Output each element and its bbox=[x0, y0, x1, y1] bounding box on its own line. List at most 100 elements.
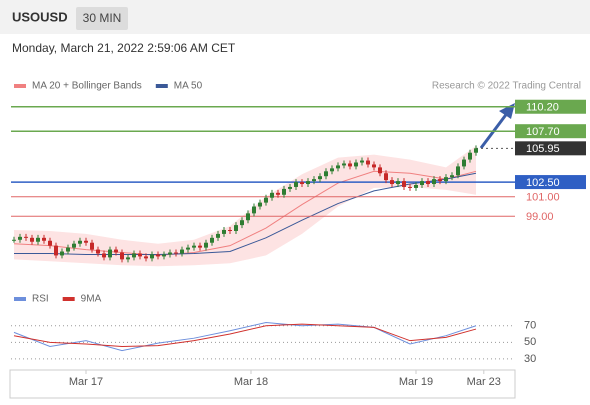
candle bbox=[276, 192, 280, 195]
candle bbox=[90, 242, 94, 250]
candle bbox=[174, 252, 178, 254]
level-label: 99.00 bbox=[526, 211, 554, 223]
legend-swatch bbox=[14, 84, 26, 88]
legend-swatch bbox=[62, 297, 75, 301]
interval[interactable]: 30 MIN bbox=[83, 11, 122, 25]
candle bbox=[102, 253, 106, 258]
candle bbox=[72, 243, 76, 248]
candle bbox=[36, 237, 40, 242]
interval-button[interactable] bbox=[76, 7, 128, 30]
candle bbox=[186, 247, 190, 250]
x-tick-label: Mar 18 bbox=[234, 376, 268, 388]
candle bbox=[384, 173, 388, 181]
candle bbox=[48, 240, 52, 246]
candle bbox=[258, 202, 262, 207]
datetime: Monday, March 21, 2022 2:59:06 AM CET bbox=[12, 41, 236, 55]
y-tick-label: 30 bbox=[524, 353, 536, 365]
candle bbox=[210, 237, 214, 243]
x-tick-label: Mar 17 bbox=[69, 376, 103, 388]
candle bbox=[24, 236, 28, 238]
candle bbox=[288, 186, 292, 189]
candle bbox=[300, 182, 304, 185]
candle bbox=[354, 162, 358, 167]
candle bbox=[426, 181, 430, 185]
x-axis-frame bbox=[9, 369, 516, 399]
candle bbox=[30, 237, 34, 242]
candle bbox=[84, 240, 88, 243]
candle bbox=[120, 252, 124, 260]
candle bbox=[330, 168, 334, 172]
candle bbox=[126, 257, 130, 260]
legend-label: MA 50 bbox=[174, 81, 203, 92]
candle bbox=[456, 166, 460, 176]
candle bbox=[312, 179, 316, 182]
candle bbox=[438, 179, 442, 182]
candle bbox=[264, 197, 268, 203]
candle bbox=[78, 240, 82, 244]
candle bbox=[432, 179, 436, 185]
legend-swatch bbox=[14, 297, 26, 301]
candle bbox=[378, 167, 382, 174]
candle bbox=[150, 254, 154, 259]
candle bbox=[42, 237, 46, 241]
candle bbox=[168, 252, 172, 255]
level-label: 102.50 bbox=[526, 177, 560, 189]
candle bbox=[366, 160, 370, 165]
candle bbox=[420, 181, 424, 185]
candle bbox=[306, 181, 310, 185]
candle bbox=[444, 177, 448, 182]
level-label: 105.95 bbox=[526, 143, 560, 155]
candle bbox=[162, 254, 166, 257]
candle bbox=[372, 164, 376, 168]
candle bbox=[114, 249, 118, 253]
candle bbox=[348, 163, 352, 167]
level-box bbox=[515, 124, 586, 139]
level-label: 110.20 bbox=[526, 102, 559, 114]
legend-label: MA 20 + Bollinger Bands bbox=[32, 81, 142, 92]
candle bbox=[66, 247, 70, 252]
candle bbox=[318, 176, 322, 180]
arrow-head bbox=[499, 103, 515, 119]
candle bbox=[474, 148, 478, 153]
candle bbox=[204, 242, 208, 248]
level-box bbox=[515, 141, 586, 156]
x-tick-label: Mar 23 bbox=[467, 376, 501, 388]
candle bbox=[132, 253, 136, 258]
candle bbox=[156, 254, 160, 257]
candle bbox=[12, 239, 16, 241]
indicator-line bbox=[13, 321, 477, 352]
legend-label: 9MA bbox=[81, 294, 102, 305]
candle bbox=[144, 256, 148, 259]
level-box bbox=[515, 175, 586, 190]
candle bbox=[228, 230, 232, 231]
candle bbox=[468, 152, 472, 160]
level-box bbox=[515, 99, 586, 114]
candle bbox=[336, 165, 340, 169]
candle bbox=[270, 192, 274, 198]
candle bbox=[108, 249, 112, 258]
candle bbox=[198, 245, 202, 248]
candle bbox=[324, 171, 328, 177]
candle bbox=[450, 175, 454, 178]
candle bbox=[96, 249, 100, 254]
indicator-line bbox=[13, 323, 477, 347]
candle bbox=[138, 253, 142, 257]
candle bbox=[462, 159, 466, 167]
candle bbox=[414, 185, 418, 188]
y-tick-label: 70 bbox=[524, 320, 536, 332]
candle bbox=[252, 206, 256, 214]
legend-swatch bbox=[155, 84, 168, 88]
bollinger-band bbox=[14, 145, 476, 267]
candle bbox=[54, 245, 58, 256]
candle bbox=[282, 188, 286, 195]
candle bbox=[222, 230, 226, 234]
credit: Research © 2022 Trading Central bbox=[432, 81, 581, 92]
level-label: 101.00 bbox=[526, 192, 560, 204]
legend-label: RSI bbox=[32, 294, 49, 305]
y-tick-label: 50 bbox=[524, 336, 536, 348]
candle bbox=[402, 181, 406, 187]
candle bbox=[246, 213, 250, 221]
candle bbox=[342, 163, 346, 166]
